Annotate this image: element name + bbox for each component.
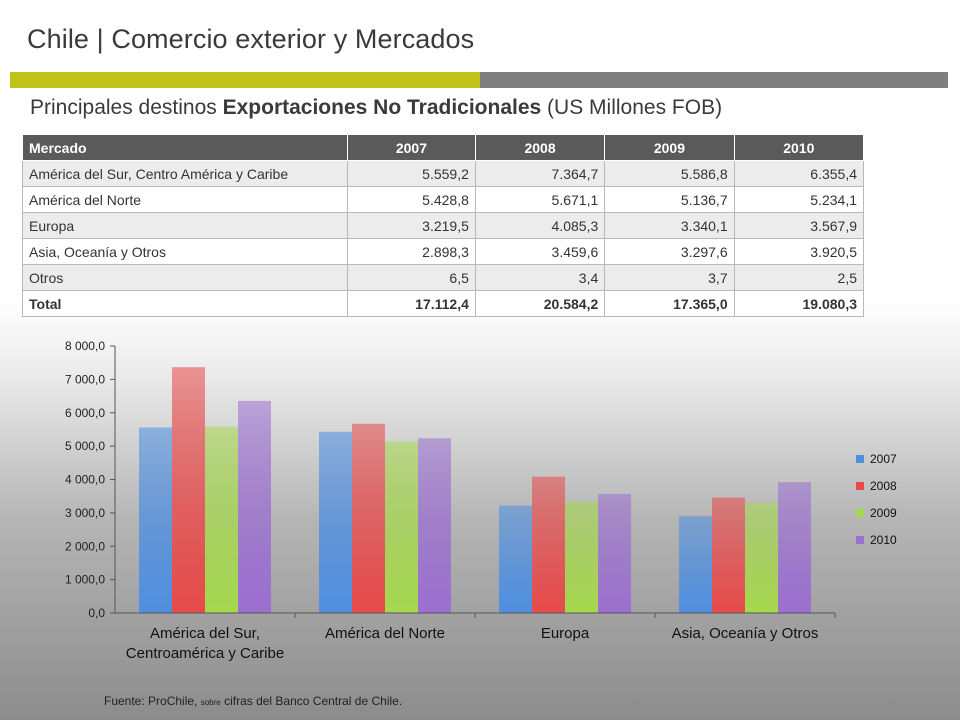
x-tick-label-line: Asia, Oceanía y Otros bbox=[672, 625, 819, 642]
table-cell: 5.234,1 bbox=[733, 186, 865, 213]
bar bbox=[139, 427, 172, 613]
table-cell: 5.559,2 bbox=[347, 160, 476, 187]
table-cell: 3.340,1 bbox=[604, 212, 735, 239]
table-cell: 3.920,5 bbox=[733, 238, 865, 265]
y-tick-label: 5 000,0 bbox=[65, 439, 105, 453]
legend-label: 2010 bbox=[870, 533, 897, 547]
source-small: sobre bbox=[200, 698, 221, 707]
section-subtitle: Principales destinos Exportaciones No Tr… bbox=[30, 96, 722, 120]
subtitle-pre: Principales destinos bbox=[30, 96, 223, 119]
page-title: Chile | Comercio exterior y Mercados bbox=[27, 24, 475, 54]
table-cell: América del Norte bbox=[22, 186, 348, 213]
subtitle-bold: Exportaciones No Tradicionales bbox=[222, 96, 542, 119]
table-cell: América del Sur, Centro América y Caribe bbox=[22, 160, 348, 187]
x-tick-label: Europa bbox=[541, 625, 590, 642]
header-cell: 2007 bbox=[347, 134, 476, 161]
legend-label: 2008 bbox=[870, 479, 897, 493]
table-cell: 3.567,9 bbox=[733, 212, 865, 239]
table-header-row: Mercado 2007 2008 2009 2010 bbox=[22, 134, 865, 161]
y-tick-label: 2 000,0 bbox=[65, 539, 105, 553]
table-cell: 2,5 bbox=[733, 264, 865, 291]
header-cell: Mercado bbox=[22, 134, 348, 161]
source-pre: Fuente: ProChile, bbox=[104, 694, 201, 708]
exports-bar-chart: 0,0 1 000,0 2 000,0 3 000,0 4 000,0 5 000,0 6 … bbox=[65, 339, 897, 662]
source-post: cifras del Banco Central de Chile. bbox=[220, 694, 403, 708]
bar bbox=[319, 431, 352, 613]
header-cell: 2009 bbox=[604, 134, 735, 161]
y-tick-label: 7 000,0 bbox=[65, 372, 105, 386]
legend-swatch bbox=[856, 509, 864, 517]
y-tick-label: 8 000,0 bbox=[65, 339, 105, 353]
legend-swatch bbox=[856, 536, 864, 544]
header-cell: 2010 bbox=[733, 134, 865, 161]
table-cell: 3.459,6 bbox=[474, 238, 606, 265]
table-cell: 3.297,6 bbox=[604, 238, 735, 265]
bar bbox=[565, 501, 598, 613]
accent-bar-gray bbox=[480, 72, 948, 88]
bar bbox=[352, 423, 385, 613]
table-cell: 4.085,3 bbox=[474, 212, 606, 239]
y-tick-label: 0,0 bbox=[88, 606, 105, 620]
table-cell: 5.671,1 bbox=[474, 186, 606, 213]
table-cell: 3,7 bbox=[604, 264, 735, 291]
table-row: América del Sur, Centro América y Caribe… bbox=[22, 160, 865, 187]
table-cell: 7.364,7 bbox=[474, 160, 606, 187]
bar bbox=[712, 497, 745, 613]
bar bbox=[532, 476, 565, 613]
table-cell: 17.365,0 bbox=[604, 290, 735, 317]
x-tick-label-line: América del Norte bbox=[325, 625, 445, 642]
bar bbox=[745, 502, 778, 613]
x-tick-label-line: Europa bbox=[541, 625, 590, 642]
table-cell: 17.112,4 bbox=[347, 290, 476, 317]
bar bbox=[238, 400, 271, 613]
table-row: Otros 6,5 3,4 3,7 2,5 bbox=[22, 264, 865, 291]
accent-bar-green bbox=[10, 72, 480, 88]
y-tick-label: 1 000,0 bbox=[65, 573, 105, 587]
table-cell: 5.586,8 bbox=[604, 160, 735, 187]
bar bbox=[598, 493, 631, 613]
table-cell: 6,5 bbox=[347, 264, 476, 291]
table-cell: 5.428,8 bbox=[347, 186, 476, 213]
bar bbox=[205, 426, 238, 613]
table-cell: Europa bbox=[22, 212, 348, 239]
legend-label: 2009 bbox=[870, 506, 897, 520]
table-cell: 2.898,3 bbox=[347, 238, 476, 265]
table-cell: Asia, Oceanía y Otros bbox=[22, 238, 348, 265]
bar bbox=[778, 482, 811, 613]
y-tick-label: 6 000,0 bbox=[65, 406, 105, 420]
table-cell: Otros bbox=[22, 264, 348, 291]
source-note: Fuente: ProChile, sobre cifras del Banco… bbox=[104, 694, 402, 708]
table-cell: 20.584,2 bbox=[474, 290, 606, 317]
bar bbox=[418, 438, 451, 613]
header-cell: 2008 bbox=[474, 134, 606, 161]
x-tick-label-line: América del Sur, bbox=[150, 625, 260, 642]
table-cell: 19.080,3 bbox=[733, 290, 865, 317]
subtitle-post: (US Millones FOB) bbox=[541, 96, 723, 119]
table-cell: 3,4 bbox=[474, 264, 606, 291]
bar bbox=[499, 505, 532, 613]
table-row-total: Total 17.112,4 20.584,2 17.365,0 19.080,… bbox=[22, 290, 865, 317]
table-row: Asia, Oceanía y Otros 2.898,3 3.459,6 3.… bbox=[22, 238, 865, 265]
table-cell: Total bbox=[22, 290, 348, 317]
x-tick-label-line: Centroamérica y Caribe bbox=[126, 645, 284, 662]
x-tick-label: América del Norte bbox=[325, 625, 445, 642]
legend-label: 2007 bbox=[870, 452, 897, 466]
table-row: América del Norte 5.428,8 5.671,1 5.136,… bbox=[22, 186, 865, 213]
table-cell: 3.219,5 bbox=[347, 212, 476, 239]
table-row: Europa 3.219,5 4.085,3 3.340,1 3.567,9 bbox=[22, 212, 865, 239]
exports-table: Mercado 2007 2008 2009 2010 América del … bbox=[22, 134, 865, 317]
legend-swatch bbox=[856, 455, 864, 463]
table-cell: 5.136,7 bbox=[604, 186, 735, 213]
x-tick-label: Asia, Oceanía y Otros bbox=[672, 625, 819, 642]
bar bbox=[385, 441, 418, 613]
bar bbox=[172, 367, 205, 613]
y-tick-label: 4 000,0 bbox=[65, 473, 105, 487]
y-tick-label: 3 000,0 bbox=[65, 506, 105, 520]
table-cell: 6.355,4 bbox=[733, 160, 865, 187]
legend-swatch bbox=[856, 482, 864, 490]
x-tick-label: América del Sur, Centroamérica y Caribe bbox=[126, 625, 284, 662]
bar bbox=[679, 516, 712, 613]
